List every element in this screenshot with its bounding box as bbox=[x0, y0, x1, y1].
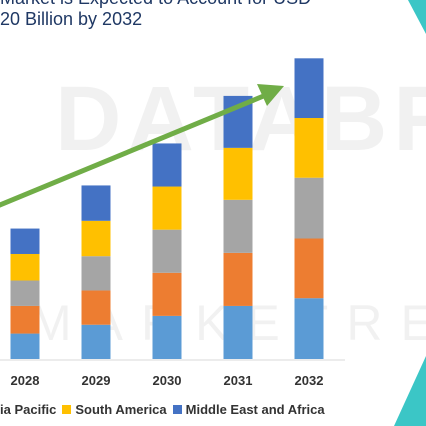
x-tick-label-2030: 2030 bbox=[153, 373, 182, 388]
legend-item-asia-pacific: ia Pacific bbox=[0, 402, 56, 417]
legend-item-south-america: South America bbox=[62, 402, 167, 417]
bar-segment-2030-series-3 bbox=[152, 229, 182, 273]
teal-accent-bottom bbox=[394, 356, 426, 426]
legend-label-middle-east-africa: Middle East and Africa bbox=[185, 402, 325, 417]
bar-segment-2029-series-4 bbox=[81, 220, 111, 257]
legend-swatch-south-america bbox=[62, 405, 72, 414]
bar-segment-2030-series-2 bbox=[152, 272, 182, 316]
bar-segment-2032-series-5 bbox=[294, 58, 324, 119]
legend-swatch-middle-east-africa bbox=[172, 405, 182, 414]
legend-item-middle-east-africa: Middle East and Africa bbox=[172, 402, 325, 417]
x-tick-label-2029: 2029 bbox=[82, 373, 111, 388]
x-tick-label-2031: 2031 bbox=[224, 373, 253, 388]
bar-segment-2028-series-1 bbox=[10, 333, 40, 359]
bar-segment-2031-series-1 bbox=[223, 305, 253, 359]
bar-segment-2028-series-5 bbox=[10, 228, 40, 254]
bar-segment-2029-series-3 bbox=[81, 256, 111, 291]
bar-segment-2028-series-4 bbox=[10, 253, 40, 281]
legend-label-asia-pacific: ia Pacific bbox=[0, 402, 57, 417]
bar-segment-2032-series-1 bbox=[294, 298, 324, 359]
legend: ia Pacific South America Middle East and… bbox=[0, 402, 331, 417]
bar-segment-2029-series-1 bbox=[81, 324, 111, 359]
x-tick-label-2028: 2028 bbox=[11, 373, 40, 388]
bar-segment-2031-series-4 bbox=[223, 147, 253, 200]
chart-title-line-2: 20 Billion by 2032 bbox=[0, 9, 143, 29]
bar-segment-2032-series-4 bbox=[294, 118, 324, 178]
bar-segment-2032-series-3 bbox=[294, 177, 324, 239]
legend-label-south-america: South America bbox=[75, 402, 167, 417]
bar-segment-2029-series-5 bbox=[81, 185, 111, 221]
chart-title-line-1: Market is Expected to Account for USD bbox=[0, 0, 311, 9]
trend-arrow-head bbox=[257, 84, 284, 106]
bar-segment-2030-series-5 bbox=[152, 143, 182, 187]
bar-segment-2032-series-2 bbox=[294, 238, 324, 299]
bar-segment-2028-series-2 bbox=[10, 305, 40, 334]
bar-segment-2031-series-2 bbox=[223, 252, 253, 306]
trend-line bbox=[0, 92, 267, 208]
bar-segment-2031-series-3 bbox=[223, 199, 253, 253]
trend-arrow bbox=[0, 84, 284, 208]
bar-segment-2028-series-3 bbox=[10, 280, 40, 306]
bar-segment-2030-series-4 bbox=[152, 186, 182, 230]
bars bbox=[10, 58, 324, 359]
x-tick-label-2032: 2032 bbox=[295, 373, 324, 388]
teal-accent-top bbox=[408, 0, 426, 34]
bar-segment-2030-series-1 bbox=[152, 315, 182, 359]
bar-segment-2029-series-2 bbox=[81, 290, 111, 325]
x-axis-ticks: 2028 2029 2030 2031 2032 bbox=[11, 373, 324, 388]
